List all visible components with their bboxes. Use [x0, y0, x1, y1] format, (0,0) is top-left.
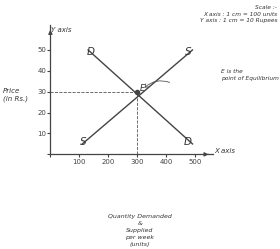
Text: Y axis: Y axis: [51, 27, 72, 33]
Text: Quantity Demanded
&
Supplied
per week
(units): Quantity Demanded & Supplied per week (u…: [108, 213, 172, 247]
Text: Price
(in Rs.): Price (in Rs.): [3, 88, 28, 102]
Text: S: S: [80, 137, 86, 147]
Text: E: E: [139, 84, 145, 93]
Text: S: S: [185, 47, 192, 57]
Text: Scale :-
X axis : 1 cm = 100 units
Y axis : 1 cm = 10 Rupees: Scale :- X axis : 1 cm = 100 units Y axi…: [200, 5, 277, 23]
Text: D: D: [87, 47, 94, 57]
Text: X axis: X axis: [214, 148, 235, 154]
Text: D: D: [184, 137, 192, 147]
Text: E is the
point of Equilibrium: E is the point of Equilibrium: [221, 69, 279, 80]
